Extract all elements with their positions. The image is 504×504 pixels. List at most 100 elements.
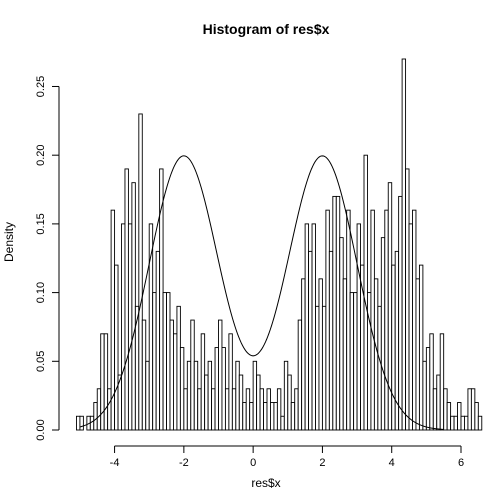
y-axis-label: Density (2, 222, 16, 262)
histogram-bar (408, 223, 413, 431)
histogram-bar (162, 292, 167, 431)
histogram-bar (425, 347, 431, 431)
histogram-bar (287, 374, 292, 431)
histogram-bar (405, 168, 410, 431)
histogram-bar (155, 250, 161, 431)
histogram-bar (207, 360, 213, 431)
histogram-bar (477, 415, 483, 431)
histogram-bar (457, 402, 462, 431)
histogram-bar (197, 388, 202, 431)
density-curve (79, 155, 444, 430)
histogram-bar (304, 223, 310, 431)
histogram-bar (470, 388, 476, 431)
histogram-bar (79, 415, 84, 431)
histogram-bar (252, 360, 258, 431)
histogram-bar (377, 305, 382, 431)
histogram-bar (418, 264, 424, 431)
histogram-bar (166, 292, 171, 431)
histogram-bar (211, 388, 216, 431)
histogram-bar (276, 388, 282, 431)
histogram-bar (370, 209, 375, 431)
histogram-bar (107, 388, 112, 431)
histogram-bar (221, 347, 226, 431)
histogram-bar (138, 113, 143, 431)
histogram-bar (432, 388, 438, 431)
x-axis: -4 -2 0 2 4 6 (110, 445, 464, 469)
histogram-bar (273, 402, 278, 431)
histogram-bar (328, 250, 334, 431)
histogram-bar (127, 223, 133, 431)
histogram-bars (76, 58, 483, 431)
histogram-bar (353, 292, 358, 431)
histogram-bar (96, 388, 102, 431)
histogram-bar (193, 360, 199, 431)
histogram-bar (332, 195, 337, 431)
y-tick-label: 0.25 (35, 76, 47, 97)
histogram-bar (318, 278, 323, 431)
histogram-bar (450, 415, 455, 431)
histogram-bar (179, 347, 185, 431)
histogram-bar (467, 388, 472, 431)
histogram-bar (315, 305, 320, 431)
histogram-bar (356, 223, 361, 431)
x-tick-label: -4 (110, 457, 120, 469)
histogram-bar (439, 333, 445, 431)
histogram-bar (415, 278, 420, 431)
histogram-bar (204, 374, 209, 431)
y-axis: 0.00 0.05 0.10 0.15 0.20 0.25 (35, 76, 60, 441)
histogram-bar (141, 319, 147, 431)
histogram-bar (280, 415, 285, 431)
histogram-bar (152, 292, 157, 431)
histogram-bar (290, 402, 296, 431)
histogram-bar (349, 292, 355, 431)
histogram-bar (259, 388, 264, 431)
histogram-bar (384, 209, 389, 431)
histogram-bar (124, 168, 129, 431)
x-axis-label: res$x (251, 476, 280, 490)
histogram-bar (401, 58, 407, 431)
histogram-bar (76, 415, 81, 431)
histogram-bar (235, 360, 240, 431)
x-tick-label: -2 (179, 457, 189, 469)
histogram-bar (249, 402, 254, 431)
x-tick-label: 0 (250, 457, 256, 469)
histogram-bar (190, 319, 195, 431)
histogram-bar (186, 360, 192, 431)
histogram-bar (460, 415, 465, 431)
histogram-bar (93, 402, 98, 431)
y-tick-label: 0.20 (35, 144, 47, 165)
histogram-bar (380, 237, 386, 431)
histogram-bar (474, 402, 479, 431)
histogram-bar (224, 388, 230, 431)
histogram-bar (270, 402, 275, 431)
histogram-bar (346, 209, 351, 431)
histogram-bar (89, 415, 95, 431)
histogram-bar (169, 319, 174, 431)
histogram-bar (214, 347, 219, 431)
histogram-bar (422, 360, 427, 431)
histogram-bar (218, 319, 223, 431)
histogram-bar (176, 305, 181, 431)
histogram-bar (145, 360, 150, 431)
histogram-bar (464, 415, 469, 431)
histogram-bar (297, 319, 303, 431)
histogram-bar (339, 237, 344, 431)
y-tick-label: 0.10 (35, 282, 47, 303)
histogram-bar (391, 264, 396, 431)
histogram-bar (301, 278, 306, 431)
chart-title: Histogram of res$x (203, 21, 330, 37)
x-tick-label: 6 (458, 457, 464, 469)
histogram-bar (436, 374, 441, 431)
histogram-bar (231, 388, 237, 431)
histogram-bar (429, 333, 434, 431)
y-tick-label: 0.05 (35, 351, 47, 372)
histogram-bar (238, 374, 244, 431)
histogram-bar (103, 333, 109, 431)
histogram-bar (453, 415, 458, 431)
histogram-bar (311, 223, 316, 431)
histogram-bar (294, 388, 299, 431)
histogram-bar (245, 388, 251, 431)
histogram-bar (200, 333, 206, 431)
histogram-bar (173, 333, 178, 431)
